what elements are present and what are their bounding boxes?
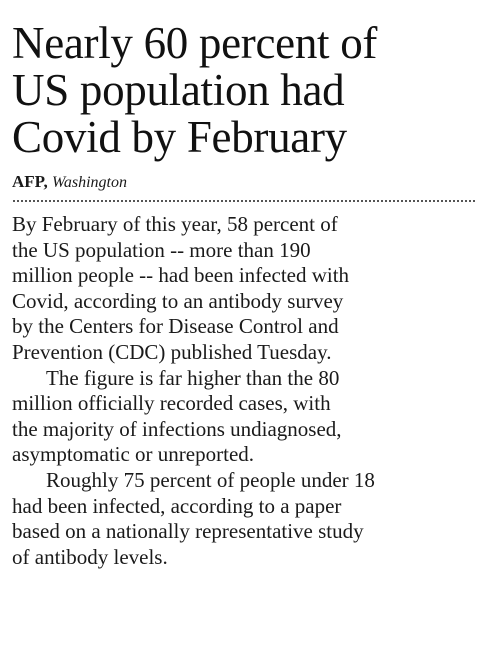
paragraph-3: Roughly 75 percent of people under 18 ha… (12, 468, 476, 570)
body-line: by the Centers for Disease Control and (12, 314, 339, 339)
body-line: based on a nationally representative stu… (12, 519, 364, 544)
news-article: Nearly 60 percent of US population had C… (12, 20, 476, 570)
body-line: the US population -- more than 190 (12, 237, 311, 262)
body-line: By February of this year, 58 percent of (12, 212, 338, 236)
body-line: had been infected, according to a paper (12, 493, 342, 518)
body-line: Prevention (CDC) published Tuesday. (12, 339, 332, 364)
body-line: million officially recorded cases, with (12, 391, 331, 416)
byline-agency: AFP, (12, 172, 48, 191)
dotted-divider (13, 200, 475, 202)
paragraph-1: By February of this year, 58 percent of … (12, 212, 476, 366)
byline-location: Washington (52, 174, 127, 191)
body-line: asymptomatic or unreported. (12, 442, 255, 467)
body-line: Roughly 75 percent of people under 18 (46, 467, 375, 492)
body-line: the majority of infections undiagnosed, (12, 416, 342, 441)
headline: Nearly 60 percent of US population had C… (12, 20, 476, 161)
byline: AFP, Washington (12, 171, 476, 194)
article-body: By February of this year, 58 percent of … (12, 212, 476, 570)
body-line: Covid, according to an antibody survey (12, 288, 344, 313)
body-line: million people -- had been infected with (12, 263, 350, 288)
body-line: The figure is far higher than the 80 (46, 365, 340, 390)
paragraph-2: The figure is far higher than the 80 mil… (12, 366, 476, 468)
headline-line: US population had (12, 65, 345, 115)
headline-line: Covid by February (12, 112, 347, 162)
headline-line: Nearly 60 percent of (12, 18, 378, 68)
body-line: of antibody levels. (12, 544, 168, 569)
